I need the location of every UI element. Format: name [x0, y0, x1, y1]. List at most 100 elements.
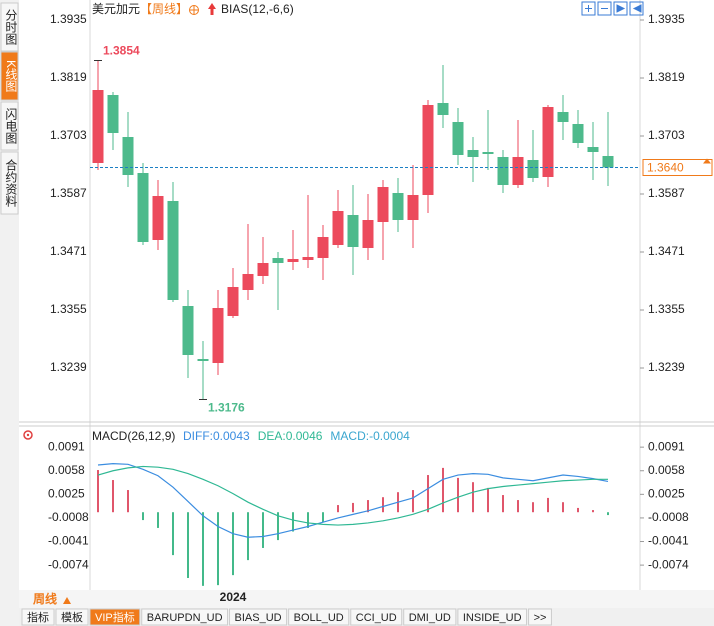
- toolbar-tab[interactable]: [288, 608, 350, 626]
- candle-body: [317, 237, 329, 258]
- candle-body: [572, 124, 584, 143]
- candle-body: [227, 287, 239, 316]
- toolbar-tab[interactable]: [141, 608, 229, 626]
- y-tick-label: -0.0008: [648, 510, 689, 524]
- toolbar-tab[interactable]: [457, 608, 528, 626]
- y-tick-label: 0.0058: [648, 463, 685, 477]
- extreme-label: 1.3854: [103, 44, 140, 58]
- candle-body: [602, 156, 614, 168]
- y-tick-label: 1.3703: [648, 128, 685, 142]
- y-tick-label: 1.3471: [50, 244, 87, 258]
- sidebar-tab[interactable]: [0, 2, 19, 52]
- candle-body: [482, 152, 494, 154]
- icon-glyphs: [585, 4, 642, 13]
- y-tick-label: 0.0058: [48, 463, 85, 477]
- candle-body: [212, 308, 224, 363]
- chart-title: 美元加元: [92, 2, 140, 16]
- y-tick-label: 0.0025: [48, 487, 85, 501]
- toolbar-tab[interactable]: [528, 608, 552, 626]
- candle-body: [137, 173, 149, 242]
- y-tick-label: 1.3587: [648, 186, 685, 200]
- candle-body: [272, 258, 284, 263]
- toolbar-tab[interactable]: [55, 608, 89, 626]
- y-tick-label: 1.3239: [50, 360, 87, 374]
- y-tick-label: -0.0074: [648, 557, 689, 571]
- settings-icon[interactable]: [23, 430, 33, 440]
- last-price-box: [642, 159, 713, 176]
- y-tick-label: 0.0091: [648, 439, 685, 453]
- y-tick-label: -0.0041: [48, 534, 89, 548]
- period-label: 【周线】: [140, 2, 188, 16]
- candle-body: [197, 359, 209, 361]
- toolbar-icons: [581, 1, 644, 16]
- y-tick-label: -0.0074: [48, 557, 89, 571]
- toolbar-tab-label[interactable]: 指标: [27, 610, 49, 624]
- candle-body: [587, 147, 599, 152]
- toolbar-tab-label[interactable]: VIP指标: [95, 610, 135, 624]
- sidebar-tab-label[interactable]: 合约资料: [4, 158, 18, 207]
- toolbar-tabs: 指标 模板 VIP指标 BARUPDN_UD BIAS_UD BOLL_UD CCI_UD D…: [21, 608, 552, 626]
- shrink-icon[interactable]: [597, 1, 612, 16]
- toolbar-tab[interactable]: [89, 608, 141, 626]
- candle-body: [122, 137, 134, 175]
- toolbar-tab-label[interactable]: BOLL_UD: [294, 612, 344, 624]
- candle-body: [467, 150, 479, 157]
- toolbar-tab[interactable]: [350, 608, 403, 626]
- y-tick-label: 1.3355: [50, 302, 87, 316]
- legend-entry: DIFF:0.0043: [183, 429, 250, 443]
- x-tick-label: 2024: [220, 590, 247, 604]
- y-tick-label: 1.3239: [648, 360, 685, 374]
- toolbar-tab-label[interactable]: BIAS_UD: [235, 612, 282, 624]
- toolbar-tab-label[interactable]: DMI_UD: [409, 612, 451, 624]
- candle-body: [497, 157, 509, 185]
- indicator-arrow-icon[interactable]: [208, 3, 216, 15]
- y-tick-label: 1.3703: [50, 128, 87, 142]
- period-bar: [19, 590, 714, 608]
- toolbar-tab-label[interactable]: BARUPDN_UD: [147, 612, 223, 624]
- candle-body: [377, 187, 389, 222]
- candle-body: [287, 259, 299, 262]
- candle-body: [92, 90, 104, 163]
- sidebar-tab-label[interactable]: 闪电图: [4, 108, 18, 144]
- macd-line: [97, 465, 608, 526]
- sidebar-tab[interactable]: [0, 151, 19, 215]
- prev-icon[interactable]: [613, 1, 628, 16]
- candle-body: [542, 107, 554, 177]
- candle-body: [302, 257, 314, 260]
- candle-body: [452, 122, 464, 155]
- toolbar-tab-label[interactable]: CCI_UD: [356, 612, 397, 624]
- toolbar-tab-label[interactable]: >>: [534, 612, 547, 624]
- toolbar-tab[interactable]: [229, 608, 288, 626]
- sidebar-tab-label[interactable]: 分时图: [4, 9, 18, 45]
- indicator-label[interactable]: BIAS(12,-6,6): [221, 2, 294, 16]
- candle-body: [347, 215, 359, 247]
- candle-body: [527, 160, 539, 178]
- period-arrow[interactable]: [63, 597, 71, 604]
- y-tick-label: 1.3819: [648, 70, 685, 84]
- extreme-label: 1.3176: [208, 401, 245, 415]
- sidebar-tab[interactable]: [0, 51, 19, 101]
- candle-body: [182, 306, 194, 355]
- candle-body: [407, 195, 419, 220]
- y-tick-label: 0.0025: [648, 487, 685, 501]
- legend: DIFF:0.0043 DEA:0.0046 MACD:-0.0004: [183, 429, 410, 443]
- period-tab[interactable]: 周线: [33, 591, 57, 606]
- sidebar-tab[interactable]: [0, 101, 19, 151]
- add-indicator-icon[interactable]: [189, 5, 199, 15]
- macd-line: [97, 462, 609, 538]
- toolbar-tab-label[interactable]: INSIDE_UD: [463, 612, 522, 624]
- candle-body: [557, 112, 569, 122]
- y-tick-label: 1.3819: [50, 70, 87, 84]
- y-tick-label: -0.0041: [648, 534, 689, 548]
- sidebar-tab-label[interactable]: K线图: [4, 60, 18, 92]
- toolbar-tab[interactable]: [21, 608, 55, 626]
- legend-entry: MACD:-0.0004: [330, 429, 410, 443]
- candle-body: [167, 201, 179, 300]
- toolbar-tab-label[interactable]: 模板: [61, 610, 83, 624]
- next-icon[interactable]: [629, 1, 644, 16]
- zoom-icon[interactable]: [581, 1, 596, 16]
- y-tick-label: 1.3355: [648, 302, 685, 316]
- toolbar-tab[interactable]: [403, 608, 457, 626]
